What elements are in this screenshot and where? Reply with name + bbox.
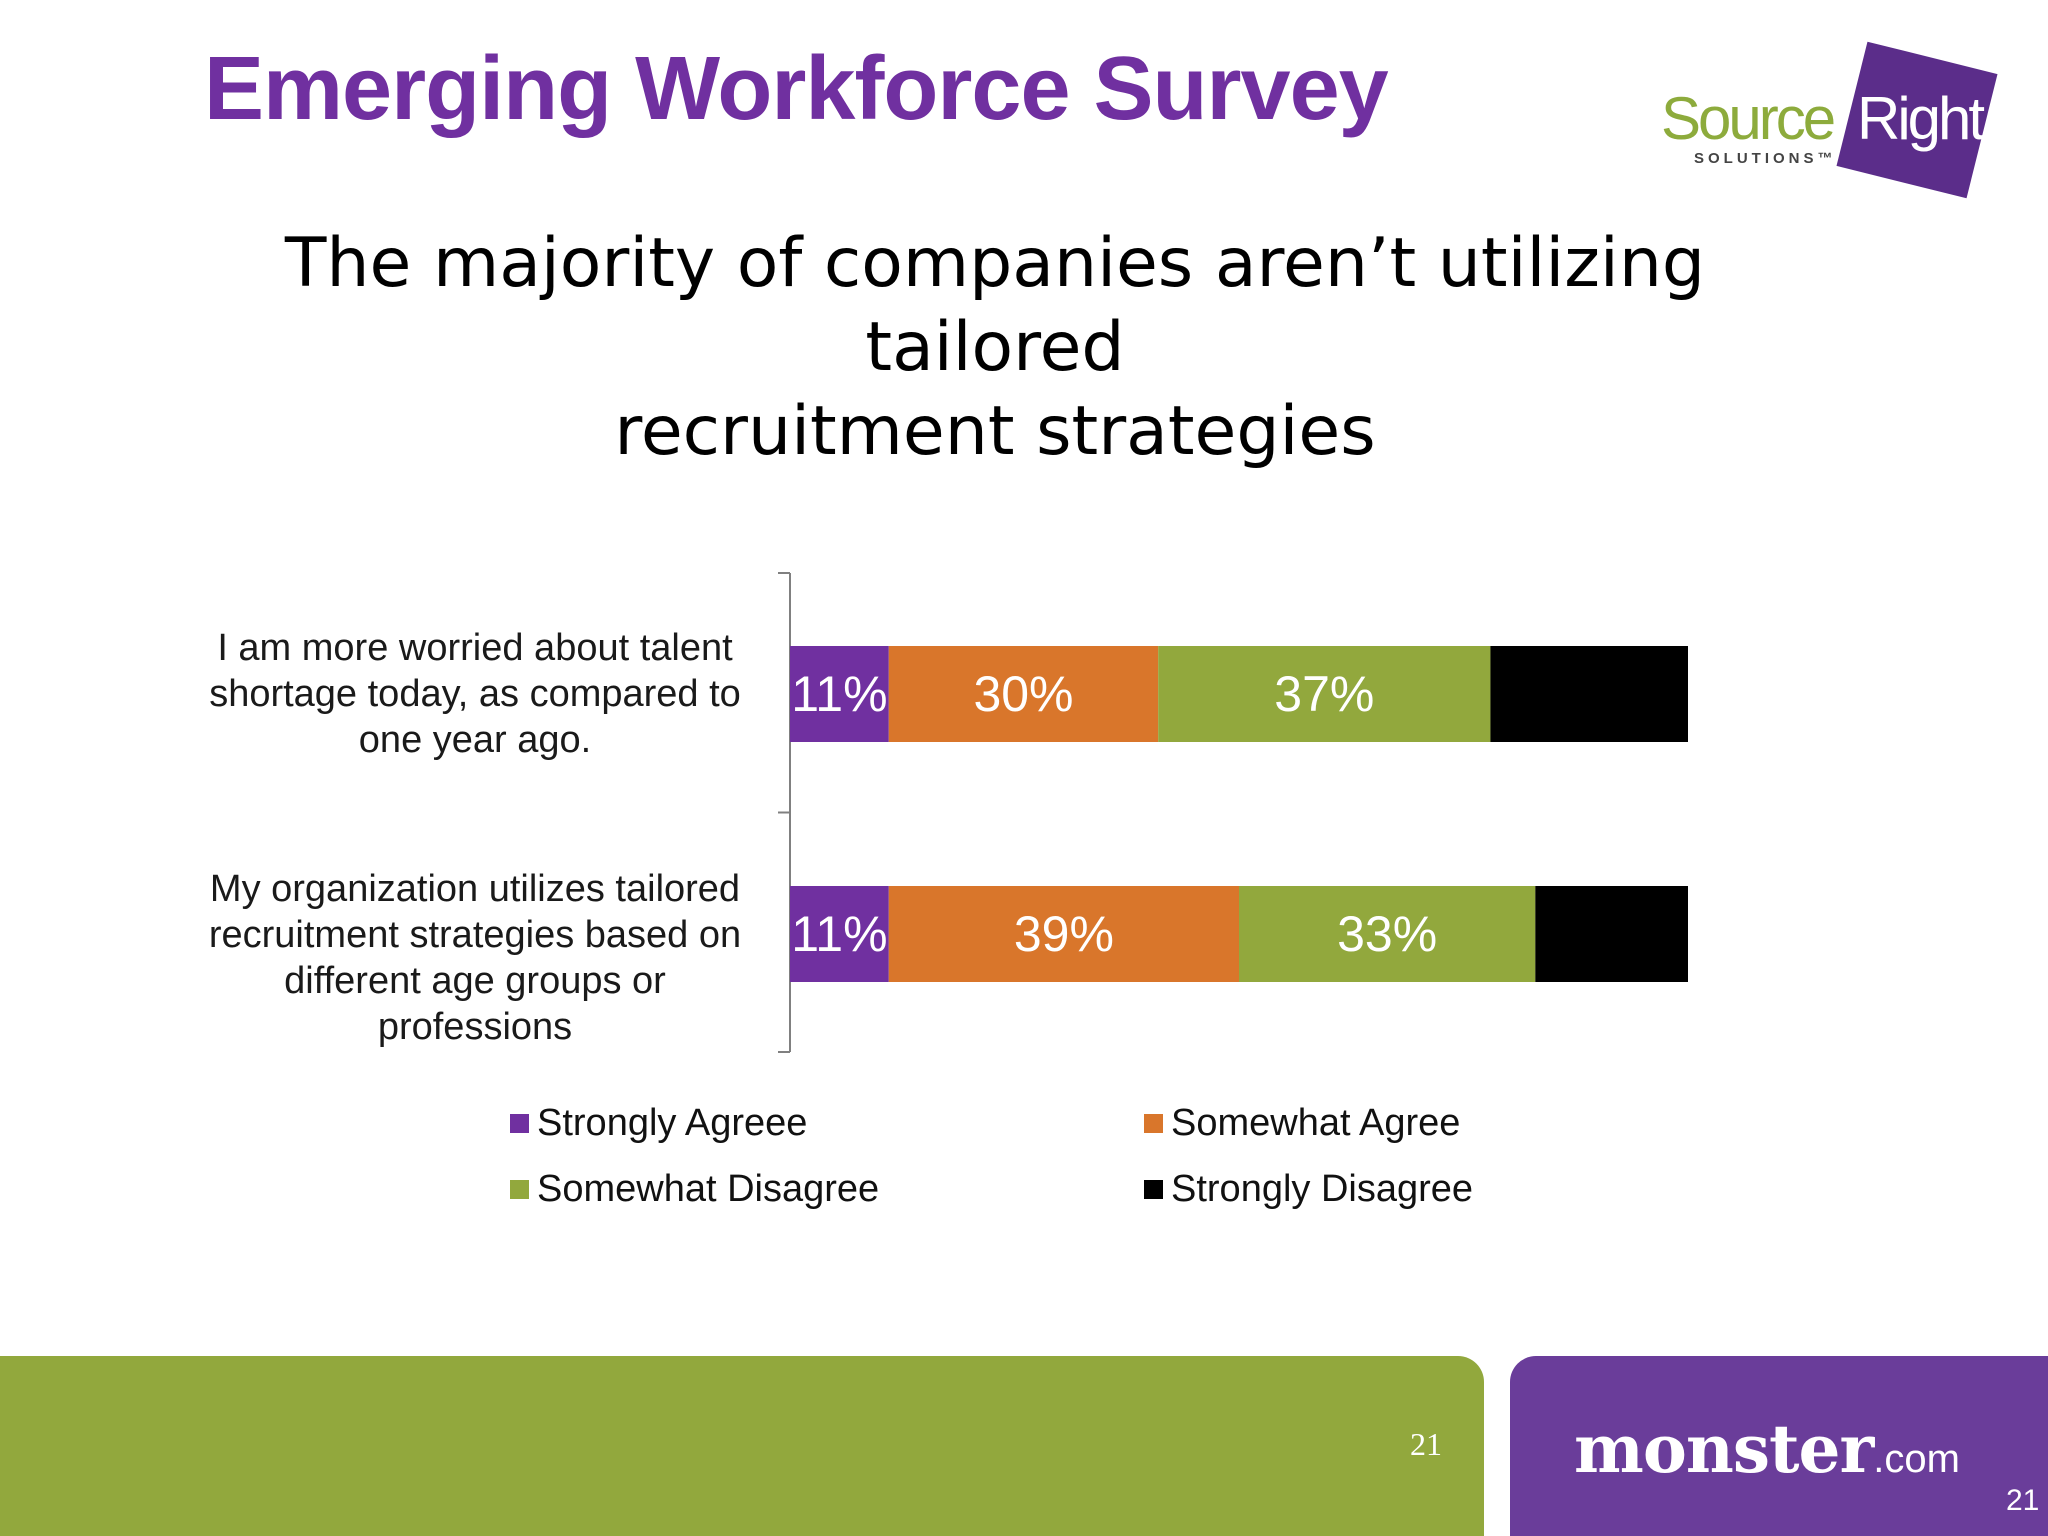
legend-swatch bbox=[510, 1180, 529, 1199]
bar-segment bbox=[1535, 886, 1688, 982]
category-label-line: professions bbox=[377, 1006, 573, 1048]
data-label: 39% bbox=[1014, 906, 1114, 962]
slide-number: 21 bbox=[2006, 1484, 2040, 1517]
legend-swatch bbox=[1144, 1180, 1163, 1199]
data-label: 37% bbox=[1274, 666, 1374, 722]
bar-segment bbox=[1239, 886, 1536, 982]
data-label: 33% bbox=[1337, 906, 1437, 962]
category-label-line: I am more worried about talent bbox=[217, 627, 733, 669]
bar-segment bbox=[888, 646, 1159, 742]
logo-subtext: SOLUTIONS™ bbox=[1694, 150, 1837, 167]
data-label: 11% bbox=[791, 666, 887, 722]
bar-segment bbox=[1158, 646, 1491, 742]
slide-subtitle: The majority of companies aren’t utilizi… bbox=[150, 222, 1840, 474]
slide-title: Emerging Workforce Survey bbox=[204, 39, 1389, 139]
category-label: My organization utilizes tailored recruit… bbox=[180, 866, 770, 1050]
legend-label: Somewhat Disagree bbox=[537, 1168, 880, 1210]
monster-logo: monster.com bbox=[1574, 1410, 1960, 1488]
legend-item: Strongly Agreee bbox=[510, 1102, 807, 1145]
legend-swatch bbox=[510, 1114, 529, 1133]
page-number: 21 bbox=[1410, 1426, 1442, 1462]
bar-segment bbox=[790, 886, 889, 982]
footer-purple-band bbox=[1510, 1356, 2048, 1536]
legend-label: Strongly Disagree bbox=[1171, 1168, 1474, 1210]
category-label-line: one year ago. bbox=[358, 719, 592, 761]
bar-segment bbox=[1490, 646, 1688, 742]
legend-label: Strongly Agreee bbox=[537, 1102, 808, 1144]
logo-word-right: Right bbox=[1857, 85, 1985, 152]
subtitle-line-1: The majority of companies aren’t utilizi… bbox=[284, 224, 1706, 387]
category-label-line: shortage today, as compared to bbox=[209, 673, 741, 715]
legend-swatch bbox=[1144, 1114, 1163, 1133]
legend-label: Somewhat Agree bbox=[1171, 1102, 1461, 1144]
sourceright-logo: Source Right SOLUTIONS™ bbox=[1655, 41, 2000, 212]
footer-green-band bbox=[0, 1356, 1484, 1536]
monster-logo-suffix: .com bbox=[1873, 1437, 1960, 1481]
data-label: 11% bbox=[791, 906, 887, 962]
legend-item: Strongly Disagree bbox=[1144, 1168, 1473, 1211]
logo-word-source: Source bbox=[1661, 85, 1836, 152]
subtitle-line-2: recruitment strategies bbox=[614, 392, 1376, 471]
category-label: I am more worried about talent shortage t… bbox=[180, 625, 770, 763]
category-label-line: My organization utilizes tailored bbox=[209, 868, 741, 910]
category-label-line: recruitment strategies based on bbox=[208, 914, 742, 956]
bar-segment bbox=[790, 646, 889, 742]
legend-item: Somewhat Disagree bbox=[510, 1168, 879, 1211]
data-label: 30% bbox=[973, 666, 1073, 722]
category-label-line: different age groups or bbox=[284, 960, 666, 1002]
monster-logo-word: monster bbox=[1574, 1410, 1874, 1488]
bar-segment bbox=[888, 886, 1239, 982]
legend-item: Somewhat Agree bbox=[1144, 1102, 1460, 1145]
